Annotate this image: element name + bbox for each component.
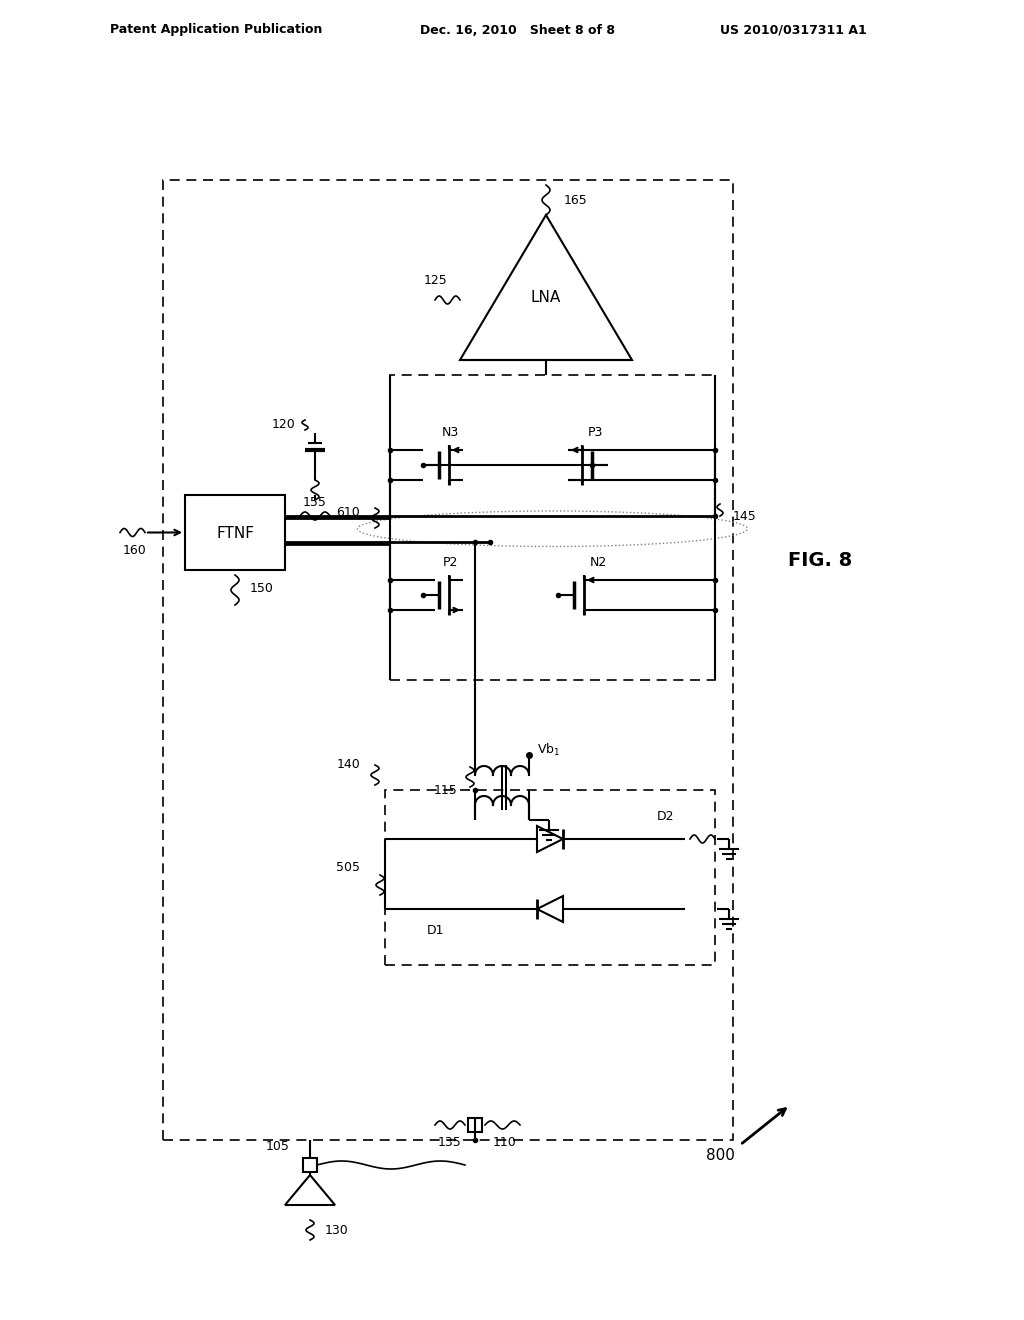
Text: Vb$_1$: Vb$_1$: [537, 742, 560, 758]
Text: 135: 135: [438, 1137, 462, 1150]
Bar: [303, 1158, 317, 1172]
Text: 800: 800: [706, 1147, 734, 1163]
Text: 105: 105: [266, 1140, 290, 1154]
Text: 145: 145: [733, 510, 757, 523]
Text: P2: P2: [442, 557, 458, 569]
Text: N2: N2: [590, 557, 606, 569]
Bar: [185, 495, 285, 570]
Text: 160: 160: [123, 544, 146, 557]
Text: 165: 165: [564, 194, 588, 206]
Text: 125: 125: [423, 273, 447, 286]
Bar: [390, 375, 715, 680]
Text: 120: 120: [271, 418, 295, 432]
Text: FIG. 8: FIG. 8: [787, 550, 852, 569]
Text: US 2010/0317311 A1: US 2010/0317311 A1: [720, 24, 866, 37]
Bar: [163, 180, 733, 1140]
Text: 505: 505: [336, 861, 360, 874]
Text: 110: 110: [494, 1137, 517, 1150]
Text: 610: 610: [336, 507, 360, 520]
Text: FTNF: FTNF: [216, 525, 254, 540]
Text: D2: D2: [656, 810, 674, 824]
Text: D1: D1: [426, 924, 443, 937]
Text: N3: N3: [441, 426, 459, 440]
Bar: [468, 1118, 482, 1133]
Text: 130: 130: [325, 1224, 349, 1237]
Text: 115: 115: [433, 784, 457, 796]
Text: P3: P3: [588, 426, 603, 440]
Text: 155: 155: [303, 495, 327, 508]
Text: 150: 150: [250, 582, 273, 594]
Text: Patent Application Publication: Patent Application Publication: [110, 24, 323, 37]
Bar: [385, 789, 715, 965]
Text: LNA: LNA: [530, 290, 561, 305]
Text: 140: 140: [336, 759, 360, 771]
Text: Dec. 16, 2010   Sheet 8 of 8: Dec. 16, 2010 Sheet 8 of 8: [420, 24, 615, 37]
